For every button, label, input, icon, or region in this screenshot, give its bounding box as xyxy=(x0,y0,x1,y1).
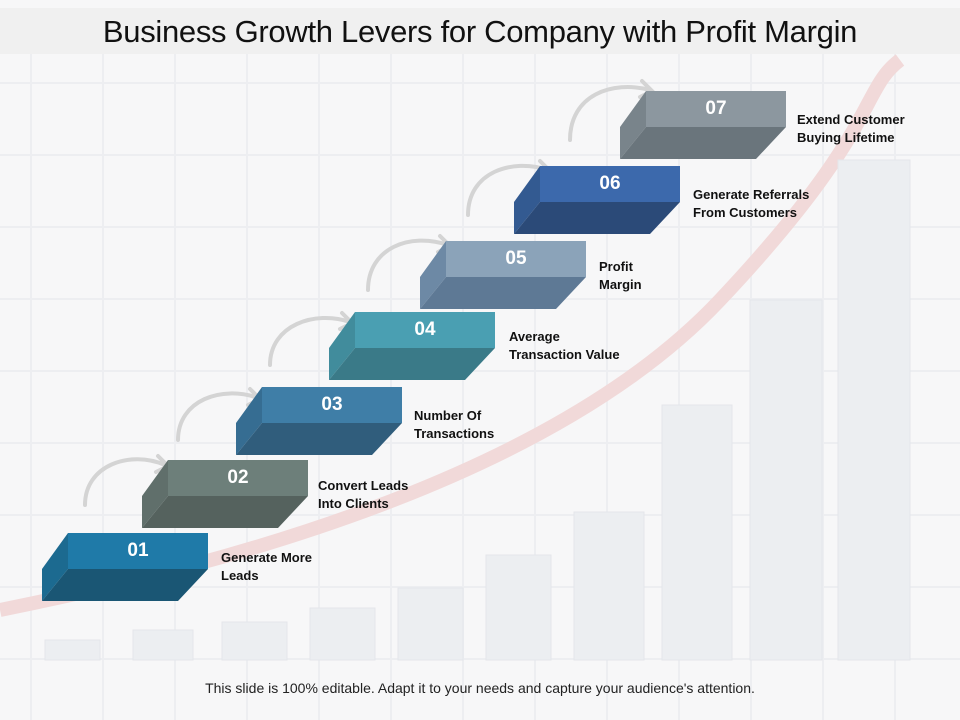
step-04: 04 xyxy=(329,312,497,387)
step-03: 03 xyxy=(236,387,404,462)
step-number: 06 xyxy=(599,173,621,194)
step-label: Profit Margin xyxy=(599,259,642,292)
step-label: Generate Referrals From Customers xyxy=(693,187,810,220)
step-label: Extend Customer Buying Lifetime xyxy=(797,112,905,145)
slide-title: Business Growth Levers for Company with … xyxy=(102,14,858,49)
step-number: 03 xyxy=(321,394,343,415)
step-number: 07 xyxy=(705,98,727,119)
step-block-shape xyxy=(236,387,402,455)
step-block-shape xyxy=(420,241,586,309)
step-label: Generate More Leads xyxy=(221,550,313,583)
title-bar xyxy=(0,8,960,54)
step-06: 06 xyxy=(514,166,682,241)
step-number: 04 xyxy=(414,319,436,340)
step-label: Average Transaction Value xyxy=(509,329,620,362)
step-block-shape xyxy=(142,460,308,528)
step-number: 05 xyxy=(505,248,527,269)
step-block-shape xyxy=(329,312,495,380)
step-block-shape xyxy=(620,91,786,159)
step-01: 01 xyxy=(42,533,210,608)
step-block-shape xyxy=(42,533,208,601)
step-05: 05 xyxy=(420,241,588,316)
step-07: 07 xyxy=(620,91,788,166)
step-number: 01 xyxy=(127,540,149,561)
step-label: Convert Leads Into Clients xyxy=(318,478,409,511)
step-block-shape xyxy=(514,166,680,234)
step-02: 02 xyxy=(142,460,310,535)
step-label: Number Of Transactions xyxy=(414,408,495,441)
step-number: 02 xyxy=(227,467,249,488)
footer-note: This slide is 100% editable. Adapt it to… xyxy=(205,680,755,696)
